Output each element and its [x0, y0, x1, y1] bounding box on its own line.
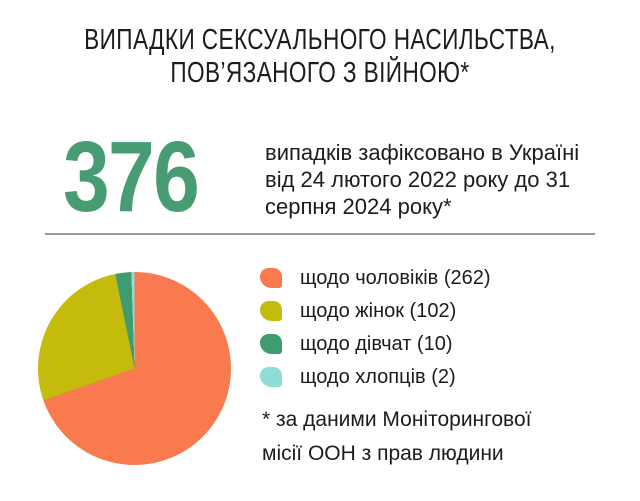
legend-item: щодо хлопців (2) [260, 365, 491, 388]
legend-swatch-icon [260, 268, 282, 288]
legend: щодо чоловіків (262) щодо жінок (102) що… [260, 266, 491, 400]
legend-item-label: щодо хлопців (2) [300, 365, 456, 388]
legend-item-label: щодо чоловіків (262) [300, 266, 491, 289]
legend-swatch-icon [260, 334, 282, 354]
legend-item-label: щодо дівчат (10) [300, 332, 453, 355]
legend-item: щодо чоловіків (262) [260, 266, 491, 289]
pie-chart [38, 272, 231, 465]
legend-item: щодо жінок (102) [260, 299, 491, 322]
legend-item: щодо дівчат (10) [260, 332, 491, 355]
stat-number: 376 [63, 121, 200, 233]
legend-swatch-icon [260, 301, 282, 321]
footnote: * за даними Моніторингової місії ООН з п… [262, 408, 532, 465]
legend-item-label: щодо жінок (102) [300, 299, 457, 322]
divider-line [45, 233, 595, 235]
stat-description: випадків зафіксовано в Україні від 24 лю… [265, 140, 580, 219]
legend-swatch-icon [260, 367, 282, 387]
page-title: ВИПАДКИ СЕКСУАЛЬНОГО НАСИЛЬСТВА, ПОВ’ЯЗА… [84, 24, 556, 89]
